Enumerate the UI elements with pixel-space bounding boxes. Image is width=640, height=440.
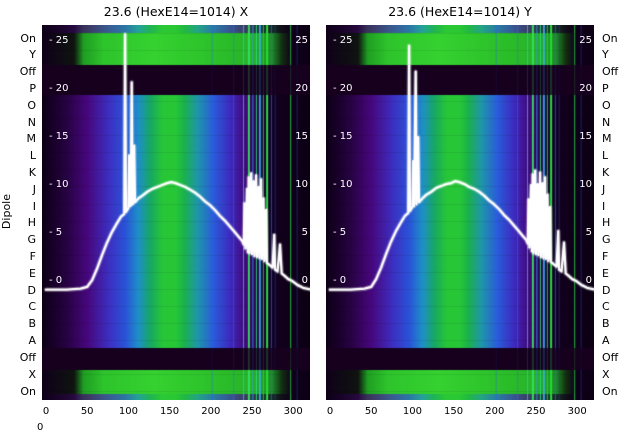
row-label: O bbox=[27, 98, 36, 112]
x-tick-label: 300 bbox=[567, 406, 587, 417]
row-label: M bbox=[602, 132, 612, 146]
right-row-labels: On Y Off P O N M L K J I H G F E D C B A Off X On bbox=[602, 0, 638, 440]
x-tick-label: 100 bbox=[118, 406, 138, 417]
panel-y: 23.6 (HexE14=1014) Y - 25 25 - 20 20 - 15 15 -… bbox=[326, 4, 594, 417]
heatmap-canvas-y bbox=[326, 25, 594, 400]
row-label: H bbox=[602, 216, 611, 230]
row-label: X bbox=[602, 367, 610, 381]
y-tick-label: - 5 bbox=[49, 227, 63, 238]
y-tick-label: - 25 bbox=[49, 35, 69, 46]
row-label: B bbox=[602, 317, 610, 331]
x-tick-label: 200 bbox=[201, 406, 221, 417]
row-label: F bbox=[602, 250, 609, 264]
x-tick-label: 50 bbox=[80, 406, 94, 417]
row-label: I bbox=[602, 199, 606, 213]
row-label: H bbox=[27, 216, 36, 230]
x-tick-label: 100 bbox=[402, 406, 422, 417]
row-label: C bbox=[28, 300, 36, 314]
y-tick-label: - 15 bbox=[333, 131, 353, 142]
row-label: On bbox=[602, 31, 618, 45]
heatmap-canvas-x bbox=[42, 25, 310, 400]
row-label: Off bbox=[602, 350, 619, 364]
y-tick-label: - 20 bbox=[49, 83, 69, 94]
row-label: Off bbox=[602, 65, 619, 79]
row-label: P bbox=[602, 81, 609, 95]
y-tick-label: - 0 bbox=[49, 275, 63, 286]
y-tick-label: 0 bbox=[301, 275, 308, 286]
y-tick-label: 5 bbox=[301, 227, 308, 238]
row-label: G bbox=[602, 233, 611, 247]
row-label: A bbox=[602, 334, 610, 348]
y-tick-label: 20 bbox=[295, 83, 308, 94]
row-label: Y bbox=[602, 48, 609, 62]
row-label: Y bbox=[29, 48, 36, 62]
y-tick-label: - 20 bbox=[333, 83, 353, 94]
x-tick-label: 200 bbox=[485, 406, 505, 417]
x-tick-label: 150 bbox=[160, 406, 180, 417]
y-tick-label: 15 bbox=[579, 131, 592, 142]
row-label: G bbox=[27, 233, 36, 247]
y-tick-label: - 5 bbox=[333, 227, 347, 238]
panel-x: 23.6 (HexE14=1014) X - 25 25 - 20 20 - 15 15 -… bbox=[42, 4, 310, 417]
row-label: Off bbox=[19, 350, 36, 364]
row-label: C bbox=[602, 300, 610, 314]
row-label: On bbox=[20, 31, 36, 45]
origin-label: 0 bbox=[37, 422, 44, 433]
y-tick-label: - 0 bbox=[333, 275, 347, 286]
row-label: Off bbox=[19, 65, 36, 79]
row-label: M bbox=[26, 132, 37, 146]
x-tick-label: 0 bbox=[326, 406, 334, 417]
row-label: On bbox=[602, 384, 618, 398]
y-tick-label: - 10 bbox=[333, 179, 353, 190]
row-label: N bbox=[602, 115, 611, 129]
x-tick-label: 250 bbox=[242, 406, 262, 417]
panel-x-title: 23.6 (HexE14=1014) X bbox=[103, 4, 249, 19]
x-tick-label: 0 bbox=[42, 406, 50, 417]
row-label: K bbox=[602, 165, 610, 179]
y-tick-label: - 10 bbox=[49, 179, 69, 190]
y-tick-label: 15 bbox=[295, 131, 308, 142]
x-tick-label: 250 bbox=[526, 406, 546, 417]
y-tick-label: 10 bbox=[579, 179, 592, 190]
row-label: E bbox=[602, 266, 609, 280]
y-tick-label: 0 bbox=[585, 275, 592, 286]
row-label: L bbox=[602, 149, 609, 163]
panel-y-title: 23.6 (HexE14=1014) Y bbox=[388, 4, 532, 19]
row-label: J bbox=[602, 182, 606, 196]
left-row-labels: On Y Off P O N M L K J I H G F E D C B A Off X On bbox=[4, 0, 36, 440]
x-tick-label: 300 bbox=[283, 406, 303, 417]
y-tick-label: 10 bbox=[295, 179, 308, 190]
row-label: K bbox=[28, 165, 36, 179]
row-label: X bbox=[28, 367, 36, 381]
y-tick-label: 5 bbox=[585, 227, 592, 238]
row-label: D bbox=[602, 283, 611, 297]
row-label: D bbox=[27, 283, 36, 297]
row-label: L bbox=[29, 149, 36, 163]
row-label: O bbox=[602, 98, 611, 112]
x-tick-label: 50 bbox=[364, 406, 378, 417]
row-label: E bbox=[29, 266, 36, 280]
y-tick-label: 20 bbox=[579, 83, 592, 94]
row-label: N bbox=[27, 115, 36, 129]
row-label: On bbox=[20, 384, 36, 398]
row-label: P bbox=[29, 81, 36, 95]
row-label: I bbox=[32, 199, 36, 213]
row-label: F bbox=[29, 250, 36, 264]
x-tick-label: 150 bbox=[444, 406, 464, 417]
y-tick-label: 25 bbox=[295, 35, 308, 46]
y-tick-label: - 15 bbox=[49, 131, 69, 142]
row-label: J bbox=[32, 182, 36, 196]
y-tick-label: 25 bbox=[579, 35, 592, 46]
y-tick-label: - 25 bbox=[333, 35, 353, 46]
row-label: B bbox=[28, 317, 36, 331]
row-label: A bbox=[28, 334, 36, 348]
